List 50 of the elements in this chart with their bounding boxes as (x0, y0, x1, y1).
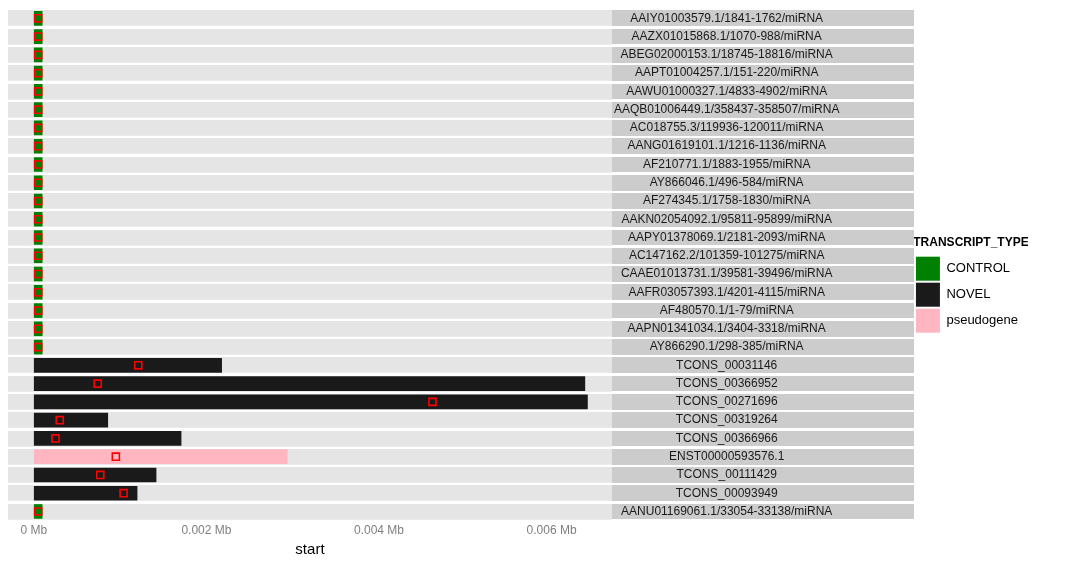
y-tick-label: TCONS_00111429 (676, 467, 778, 482)
y-tick-label: TCONS_00031146 (676, 357, 778, 372)
y-tick-label: ENST00000593576.1 (668, 448, 785, 463)
point (51, 434, 60, 443)
legend-label: NOVEL (946, 286, 991, 302)
y-tick-label: AAZX01015868.1/1070-988/miRNA (631, 28, 822, 43)
y-tick-label: AAFR03057393.1/4201-4115/miRNA (628, 284, 825, 299)
point (95, 470, 105, 480)
y-tick-label: AC147162.2/101359-101275/miRNA (628, 248, 825, 263)
y-tick-label: CAAE01013731.1/39581-39496/miRNA (620, 266, 833, 281)
x-axis-title: start (295, 540, 326, 558)
y-tick-label: AAPY01378069.1/2181-2093/miRNA (627, 229, 826, 244)
bar (33, 485, 138, 501)
legend-label: CONTROL (946, 260, 1010, 276)
y-tick-label: AF480570.1/1-79/miRNA (659, 302, 794, 317)
x-tick-label: 0.002 Mb (181, 523, 232, 538)
y-tick-label: AAQB01006449.1/358437-358507/miRNA (613, 101, 840, 116)
y-tick-label: ABEG02000153.1/18745-18816/miRNA (620, 47, 833, 62)
bar (33, 467, 157, 483)
legend-label: pseudogene (946, 312, 1019, 328)
y-tick-label: AAIY01003579.1/1841-1762/miRNA (630, 10, 824, 25)
bar (33, 431, 182, 446)
point (93, 379, 103, 388)
y-tick-label: AAPN01341034.1/3404-3318/miRNA (627, 321, 826, 336)
y-tick-label: AAPT01004257.1/151-220/miRNA (634, 65, 819, 80)
y-tick-label: TCONS_00366952 (675, 375, 779, 390)
y-tick-label: TCONS_00093949 (675, 485, 779, 500)
y-tick-label: AAKN02054092.1/95811-95899/miRNA (621, 211, 832, 226)
y-tick-label: TCONS_00319264 (675, 412, 779, 427)
x-tick-label: 0 Mb (20, 523, 48, 538)
y-tick-label: AC018755.3/119936-120011/miRNA (629, 120, 824, 135)
legend-title: TRANSCRIPT_TYPE (913, 234, 1029, 249)
point (119, 488, 128, 498)
bar (33, 412, 109, 428)
y-tick-label: AY866046.1/496-584/miRNA (649, 175, 804, 190)
y-tick-label: AAWU01000327.1/4833-4902/miRNA (626, 83, 828, 98)
x-tick-label: 0.006 Mb (526, 523, 577, 538)
point (428, 397, 437, 407)
point (111, 452, 121, 462)
point (55, 415, 65, 425)
bar (33, 358, 222, 373)
y-tick-label: TCONS_00366966 (675, 430, 779, 445)
y-tick-label: AF274345.1/1758-1830/miRNA (642, 193, 811, 208)
point (133, 361, 143, 370)
y-tick-label: AY866290.1/298-385/miRNA (649, 339, 804, 354)
y-tick-label: AANG01619101.1/1216-1136/miRNA (627, 138, 826, 153)
y-tick-label: TCONS_00271696 (675, 394, 779, 409)
x-tick-label: 0.004 Mb (353, 523, 405, 538)
y-tick-label: AF210771.1/1883-1955/miRNA (642, 156, 811, 171)
y-tick-label: AANU01169061.1/33054-33138/miRNA (621, 503, 833, 518)
